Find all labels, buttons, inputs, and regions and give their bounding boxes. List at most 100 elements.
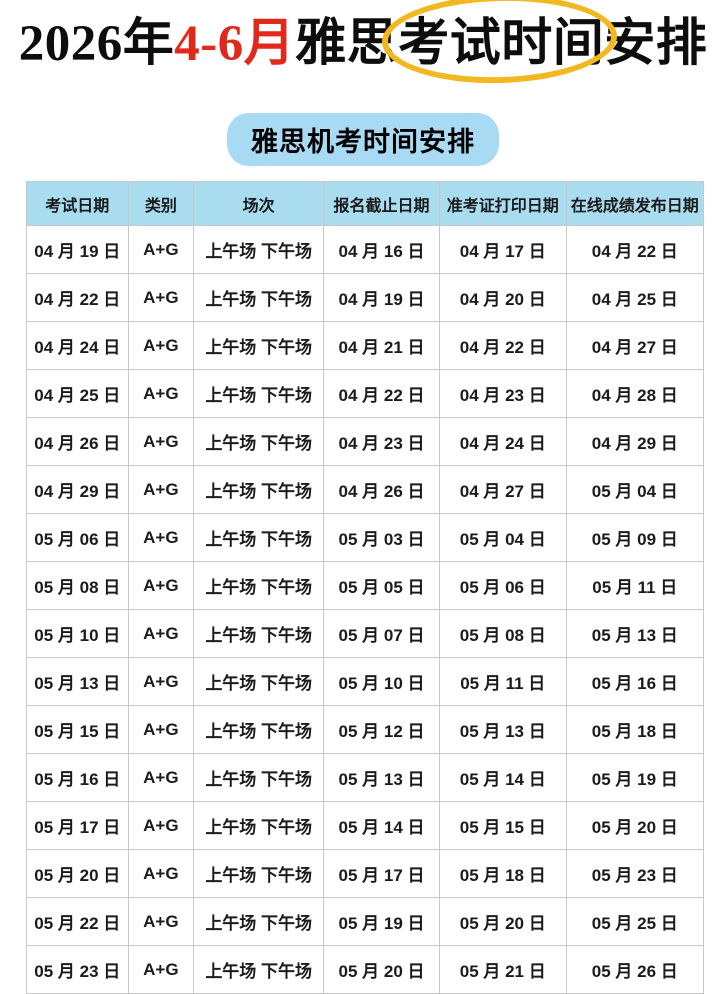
cell-r13-c0: 05 月 20 日 [26,849,129,898]
title-circled-text: 考试时间 [381,0,619,86]
cell-r2-c2: 上午场 下午场 [193,321,325,370]
table-row: 05 月 16 日 A+G 上午场 下午场 05 月 13 日 05 月 14 日 05 … [26,753,705,802]
cell-r2-c4: 04 月 22 日 [438,321,567,370]
table-row: 05 月 23 日 A+G 上午场 下午场 05 月 20 日 05 月 21 日 05 … [26,945,705,994]
cell-r9-c4: 05 月 11 日 [438,657,567,706]
table-row: 04 月 19 日 A+G 上午场 下午场 04 月 16 日 04 月 17 日 04 … [26,225,705,274]
cell-r1-c4: 04 月 20 日 [438,273,567,322]
cell-r13-c2: 上午场 下午场 [193,849,325,898]
cell-r15-c5: 05 月 26 日 [565,945,705,994]
cell-r3-c5: 04 月 28 日 [565,369,705,418]
cell-r9-c2: 上午场 下午场 [193,657,325,706]
title-year: 2026年 [18,16,175,72]
cell-r3-c4: 04 月 23 日 [438,369,567,418]
cell-r8-c4: 05 月 08 日 [438,609,567,658]
cell-r7-c1: A+G [127,561,195,610]
cell-r7-c3: 05 月 05 日 [323,561,440,610]
cell-r5-c1: A+G [127,465,195,514]
cell-r11-c1: A+G [127,753,195,802]
table-row: 05 月 15 日 A+G 上午场 下午场 05 月 12 日 05 月 13 日 05 … [26,705,705,754]
cell-r12-c5: 05 月 20 日 [565,801,705,850]
table-row: 04 月 25 日 A+G 上午场 下午场 04 月 22 日 04 月 23 日 04 … [26,369,705,418]
cell-r6-c4: 05 月 04 日 [438,513,567,562]
cell-r15-c3: 05 月 20 日 [323,945,440,994]
cell-r10-c1: A+G [127,705,195,754]
cell-r1-c0: 04 月 22 日 [26,273,129,322]
schedule-body: 04 月 19 日 A+G 上午场 下午场 04 月 16 日 04 月 17 日 04 … [26,225,705,994]
cell-r9-c0: 05 月 13 日 [26,657,129,706]
cell-r14-c3: 05 月 19 日 [323,897,440,946]
cell-r5-c5: 05 月 04 日 [565,465,705,514]
cell-r4-c5: 04 月 29 日 [565,417,705,466]
table-row: 05 月 20 日 A+G 上午场 下午场 05 月 17 日 05 月 18 日 05 … [26,849,705,898]
cell-r0-c4: 04 月 17 日 [438,225,567,274]
column-header-4: 准考证打印日期 [438,181,567,226]
cell-r9-c1: A+G [127,657,195,706]
table-row: 05 月 06 日 A+G 上午场 下午场 05 月 03 日 05 月 04 日 05 … [26,513,705,562]
table-row: 04 月 24 日 A+G 上午场 下午场 04 月 21 日 04 月 22 日 04 … [26,321,705,370]
cell-r6-c5: 05 月 09 日 [565,513,705,562]
cell-r11-c4: 05 月 14 日 [438,753,567,802]
cell-r10-c4: 05 月 13 日 [438,705,567,754]
cell-r6-c2: 上午场 下午场 [193,513,325,562]
page-title: 2026年4-6月雅思考试时间 安排 [0,0,726,86]
title-months: 4-6月 [174,16,296,72]
cell-r14-c2: 上午场 下午场 [193,897,325,946]
cell-r6-c3: 05 月 03 日 [323,513,440,562]
cell-r4-c3: 04 月 23 日 [323,417,440,466]
cell-r11-c2: 上午场 下午场 [193,753,325,802]
column-header-2: 场次 [193,181,325,226]
title-circled-label: 考试时间 [398,16,605,72]
cell-r15-c2: 上午场 下午场 [193,945,325,994]
cell-r0-c3: 04 月 16 日 [323,225,440,274]
cell-r13-c3: 05 月 17 日 [323,849,440,898]
cell-r14-c0: 05 月 22 日 [26,897,129,946]
cell-r11-c3: 05 月 13 日 [323,753,440,802]
cell-r2-c3: 04 月 21 日 [323,321,440,370]
cell-r15-c0: 05 月 23 日 [26,945,129,994]
table-row: 05 月 17 日 A+G 上午场 下午场 05 月 14 日 05 月 15 日 05 … [26,801,705,850]
cell-r3-c1: A+G [127,369,195,418]
column-header-3: 报名截止日期 [323,181,440,226]
cell-r3-c3: 04 月 22 日 [323,369,440,418]
cell-r5-c0: 04 月 29 日 [26,465,129,514]
column-header-0: 考试日期 [26,181,129,226]
cell-r1-c2: 上午场 下午场 [193,273,325,322]
table-row: 04 月 26 日 A+G 上午场 下午场 04 月 23 日 04 月 24 日 04 … [26,417,705,466]
cell-r11-c0: 05 月 16 日 [26,753,129,802]
cell-r2-c5: 04 月 27 日 [565,321,705,370]
cell-r10-c2: 上午场 下午场 [193,705,325,754]
subtitle-row: 雅思机考时间安排 [0,113,726,166]
title-pre-circle: 雅思 [295,16,399,72]
header-row: 考试日期 类别 场次 报名截止日期 准考证打印日期 在线成绩发布日期 [26,181,705,226]
cell-r5-c3: 04 月 26 日 [323,465,440,514]
cell-r10-c3: 05 月 12 日 [323,705,440,754]
title-post-circle: 安排 [604,16,708,72]
cell-r8-c0: 05 月 10 日 [26,609,129,658]
cell-r14-c5: 05 月 25 日 [565,897,705,946]
cell-r8-c3: 05 月 07 日 [323,609,440,658]
cell-r4-c1: A+G [127,417,195,466]
cell-r4-c0: 04 月 26 日 [26,417,129,466]
cell-r12-c0: 05 月 17 日 [26,801,129,850]
cell-r4-c2: 上午场 下午场 [193,417,325,466]
cell-r5-c2: 上午场 下午场 [193,465,325,514]
cell-r1-c3: 04 月 19 日 [323,273,440,322]
cell-r13-c5: 05 月 23 日 [565,849,705,898]
cell-r0-c1: A+G [127,225,195,274]
cell-r7-c4: 05 月 06 日 [438,561,567,610]
table-row: 04 月 29 日 A+G 上午场 下午场 04 月 26 日 04 月 27 日 05 … [26,465,705,514]
table-row: 05 月 22 日 A+G 上午场 下午场 05 月 19 日 05 月 20 日 05 … [26,897,705,946]
cell-r3-c2: 上午场 下午场 [193,369,325,418]
cell-r9-c5: 05 月 16 日 [565,657,705,706]
cell-r13-c4: 05 月 18 日 [438,849,567,898]
subtitle-badge: 雅思机考时间安排 [227,113,499,166]
cell-r2-c1: A+G [127,321,195,370]
cell-r4-c4: 04 月 24 日 [438,417,567,466]
cell-r0-c0: 04 月 19 日 [26,225,129,274]
cell-r7-c0: 05 月 08 日 [26,561,129,610]
table-row: 04 月 22 日 A+G 上午场 下午场 04 月 19 日 04 月 20 日 04 … [26,273,705,322]
